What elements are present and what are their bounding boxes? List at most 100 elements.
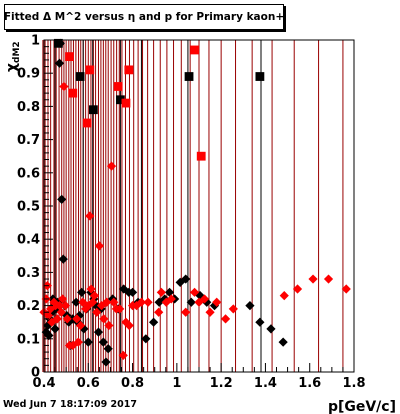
y-tick-label: 0.8 bbox=[17, 100, 40, 115]
timestamp: Wed Jun 7 18:17:09 2017 bbox=[3, 399, 137, 410]
y-tick-label: 0.6 bbox=[17, 166, 40, 181]
red-diamond-point bbox=[199, 294, 210, 304]
red-diamond-point bbox=[83, 301, 93, 311]
chart-title: Fitted Δ M^2 versus η and p for Primary … bbox=[3, 11, 285, 23]
red-diamond-point bbox=[75, 320, 86, 331]
data-points-layer bbox=[39, 38, 351, 367]
red-square-point bbox=[121, 98, 131, 108]
red-diamond-point bbox=[92, 307, 102, 317]
red-diamond-point bbox=[49, 297, 59, 307]
black-diamond-point bbox=[209, 301, 220, 311]
red-diamond-point bbox=[323, 274, 334, 284]
y-tick-label: 0.3 bbox=[17, 266, 40, 281]
red-diamond-point bbox=[47, 317, 57, 327]
red-diamond-point bbox=[109, 297, 119, 307]
black-diamond-point bbox=[255, 317, 265, 327]
red-diamond-point bbox=[62, 314, 72, 324]
black-diamond-point bbox=[93, 327, 104, 337]
red-diamond-point bbox=[308, 274, 318, 284]
black-diamond-point bbox=[149, 317, 159, 327]
red-diamond-point bbox=[58, 294, 68, 304]
red-square-point bbox=[68, 88, 78, 98]
red-diamond-point bbox=[106, 161, 117, 171]
black-diamond-point bbox=[50, 324, 60, 334]
red-diamond-point bbox=[89, 291, 100, 301]
red-square-point bbox=[82, 118, 92, 128]
y-axis-label-main: χ bbox=[4, 63, 20, 72]
black-diamond-point bbox=[164, 287, 175, 297]
red-diamond-point bbox=[228, 304, 238, 314]
black-diamond-point bbox=[278, 337, 288, 347]
black-diamond-point bbox=[57, 194, 67, 204]
x-tick-label: 1.8 bbox=[342, 376, 365, 391]
red-diamond-point bbox=[102, 297, 112, 307]
red-diamond-point bbox=[341, 284, 351, 294]
red-diamond-point bbox=[136, 297, 147, 307]
chart-title-box: Fitted Δ M^2 versus η and p for Primary … bbox=[4, 4, 284, 30]
black-diamond-point bbox=[58, 254, 68, 264]
black-diamond-point bbox=[245, 301, 255, 311]
red-square-point bbox=[190, 45, 199, 55]
red-diamond-point bbox=[104, 320, 114, 331]
red-square-point bbox=[196, 151, 206, 161]
red-diamond-point bbox=[73, 337, 83, 347]
red-diamond-point bbox=[166, 294, 176, 304]
red-diamond-point bbox=[220, 314, 231, 324]
black-diamond-point bbox=[98, 337, 108, 347]
vertical-lines-layer bbox=[42, 40, 344, 372]
red-diamond-point bbox=[181, 307, 191, 317]
black-square-point bbox=[255, 72, 265, 81]
black-square-point bbox=[75, 72, 85, 81]
x-tick-label: 1.2 bbox=[210, 376, 233, 391]
red-diamond-point bbox=[115, 304, 125, 314]
black-diamond-point bbox=[44, 330, 54, 341]
red-diamond-point bbox=[131, 301, 142, 311]
black-diamond-point bbox=[91, 301, 101, 311]
red-diamond-point bbox=[81, 304, 91, 314]
red-diamond-point bbox=[56, 307, 66, 317]
y-tick-label: 0.1 bbox=[17, 332, 40, 347]
red-square-point bbox=[65, 52, 74, 61]
black-diamond-point bbox=[160, 294, 170, 304]
black-square-point bbox=[53, 38, 63, 48]
black-diamond-point bbox=[77, 287, 87, 297]
red-diamond-point bbox=[99, 314, 109, 324]
red-diamond-point bbox=[124, 320, 134, 331]
red-square-point bbox=[113, 82, 123, 91]
red-diamond-point bbox=[86, 284, 96, 294]
y-tick-label: 0.4 bbox=[17, 233, 40, 248]
y-tick-label: 0.9 bbox=[17, 67, 40, 82]
black-diamond-point bbox=[101, 357, 111, 367]
red-diamond-point bbox=[154, 307, 164, 317]
black-diamond-point bbox=[64, 317, 74, 327]
black-diamond-point bbox=[83, 337, 93, 347]
black-diamond-point bbox=[127, 287, 138, 297]
axes-layer: 0.4 0.6 0.8 1 1.2 1.4 1.6 1.8 0 0.1 0.2 0.3 0.4 0.5 0.… bbox=[17, 34, 366, 392]
y-tick-label: 0 bbox=[31, 366, 40, 381]
red-diamond-point bbox=[78, 297, 88, 307]
red-diamond-point bbox=[54, 301, 65, 311]
y-axis-label: χdM2 bbox=[4, 41, 22, 72]
y-tick-label: 1 bbox=[31, 34, 40, 49]
red-diamond-point bbox=[292, 284, 303, 294]
red-diamond-point bbox=[46, 304, 56, 314]
black-square-point bbox=[115, 95, 125, 105]
black-diamond-point bbox=[103, 344, 113, 354]
black-diamond-point bbox=[266, 324, 276, 334]
red-diamond-point bbox=[60, 301, 71, 311]
red-diamond-point bbox=[205, 307, 215, 317]
black-diamond-point bbox=[202, 297, 212, 307]
red-diamond-point bbox=[194, 297, 204, 307]
black-diamond-point bbox=[186, 297, 196, 307]
black-square-point bbox=[184, 72, 194, 81]
y-tick-label: 0.7 bbox=[17, 133, 40, 148]
x-axis-label: p[GeV/c] bbox=[328, 399, 396, 414]
red-diamond-point bbox=[212, 297, 222, 307]
red-diamond-point bbox=[94, 241, 104, 251]
black-diamond-point bbox=[54, 58, 65, 68]
black-diamond-point bbox=[181, 274, 191, 284]
red-diamond-point bbox=[143, 297, 153, 307]
black-diamond-point bbox=[154, 297, 164, 307]
black-diamond-point bbox=[71, 297, 81, 307]
